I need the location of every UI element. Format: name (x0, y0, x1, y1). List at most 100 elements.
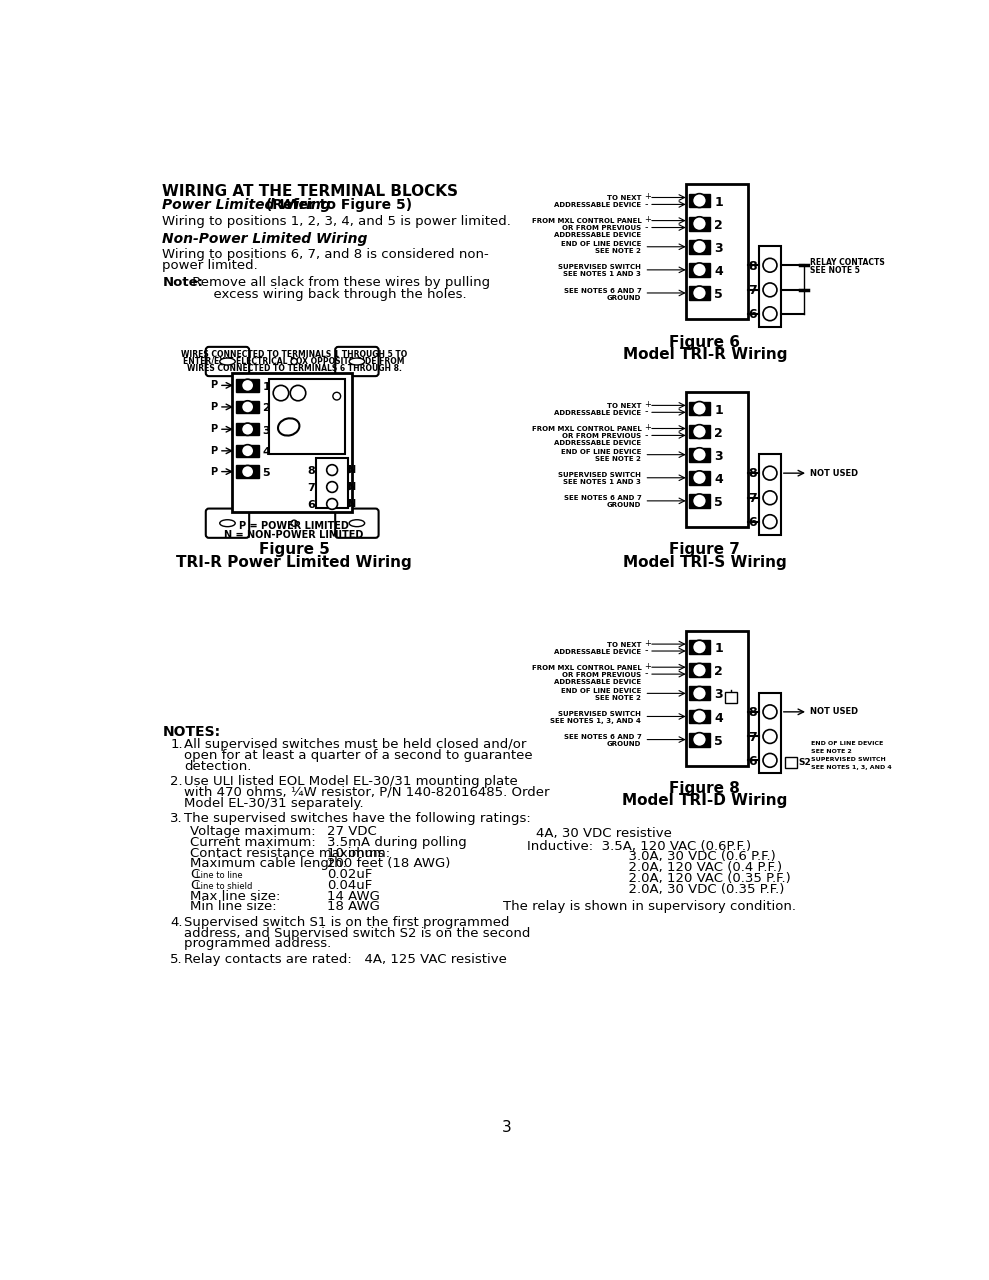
Bar (688, 686, 710, 700)
Circle shape (763, 283, 777, 297)
Text: SEE NOTE 2: SEE NOTE 2 (595, 695, 641, 701)
Text: SEE NOTES 6 AND 7: SEE NOTES 6 AND 7 (564, 495, 641, 502)
Text: ADDRESSABLE DEVICE: ADDRESSABLE DEVICE (554, 410, 641, 416)
Text: GROUND: GROUND (607, 741, 641, 748)
Text: 2.0A, 120 VAC (0.35 P.F.): 2.0A, 120 VAC (0.35 P.F.) (570, 872, 791, 884)
Text: 3.5mA during polling: 3.5mA during polling (327, 836, 467, 849)
Text: NOT USED: NOT USED (810, 468, 857, 477)
Text: 7: 7 (748, 284, 757, 297)
Text: 1.: 1. (170, 739, 183, 751)
Text: 8: 8 (748, 707, 757, 719)
Text: excess wiring back through the holes.: excess wiring back through the holes. (188, 288, 467, 301)
Text: -: - (645, 198, 648, 209)
Text: Non-Power Limited Wiring: Non-Power Limited Wiring (162, 232, 368, 246)
Text: Voltage maximum:: Voltage maximum: (190, 826, 315, 838)
Bar (236, 444, 259, 457)
Text: -: - (645, 221, 648, 232)
Text: Use ULI listed EOL Model EL-30/31 mounting plate: Use ULI listed EOL Model EL-30/31 mounti… (184, 774, 518, 788)
Text: WIRES CONNECTED TO TERMINALS 6 THROUGH 8.: WIRES CONNECTED TO TERMINALS 6 THROUGH 8… (187, 364, 402, 372)
Text: SEE NOTE 2: SEE NOTE 2 (595, 456, 641, 462)
Text: -: - (645, 645, 648, 655)
Text: 6: 6 (748, 308, 757, 321)
Circle shape (692, 425, 706, 439)
Circle shape (692, 448, 706, 462)
Text: 8: 8 (308, 466, 315, 476)
Text: SUPERVISED SWITCH: SUPERVISED SWITCH (559, 712, 641, 717)
Text: 0.04uF: 0.04uF (327, 879, 373, 892)
Text: C: C (190, 879, 200, 892)
Bar (688, 471, 710, 485)
Bar (688, 285, 710, 300)
Text: Figure 7: Figure 7 (670, 543, 741, 558)
Text: 1: 1 (714, 403, 723, 416)
Text: 1: 1 (714, 643, 723, 655)
Text: 27 VDC: 27 VDC (327, 826, 377, 838)
Text: 5: 5 (714, 735, 723, 748)
Text: SEE NOTE 2: SEE NOTE 2 (595, 248, 641, 255)
Text: The supervised switches have the following ratings:: The supervised switches have the followi… (184, 812, 531, 824)
Text: Max line size:: Max line size: (190, 890, 281, 902)
Bar (688, 193, 710, 207)
Text: 2: 2 (714, 426, 723, 439)
Text: -: - (645, 407, 648, 416)
Text: 3: 3 (714, 689, 723, 701)
Text: 1: 1 (262, 381, 270, 392)
Text: Model TRI-S Wiring: Model TRI-S Wiring (623, 554, 787, 570)
Text: 5: 5 (714, 495, 723, 509)
Text: NOTES:: NOTES: (162, 724, 221, 739)
Text: ADDRESSABLE DEVICE: ADDRESSABLE DEVICE (554, 440, 641, 445)
Text: ADDRESSABLE DEVICE: ADDRESSABLE DEVICE (554, 202, 641, 209)
Circle shape (692, 732, 706, 746)
Circle shape (291, 358, 298, 365)
Text: Model TRI-R Wiring: Model TRI-R Wiring (623, 347, 787, 362)
Bar (760, 454, 781, 535)
Text: 2.0A, 120 VAC (0.4 P.F.): 2.0A, 120 VAC (0.4 P.F.) (570, 861, 782, 874)
Text: ADDRESSABLE DEVICE: ADDRESSABLE DEVICE (554, 649, 641, 654)
Text: Contact resistance maximum:: Contact resistance maximum: (190, 846, 391, 860)
Text: TRI-R Power Limited Wiring: TRI-R Power Limited Wiring (176, 554, 412, 570)
Circle shape (692, 471, 706, 485)
Text: P: P (211, 402, 218, 412)
Text: Relay contacts are rated:   4A, 125 VAC resistive: Relay contacts are rated: 4A, 125 VAC re… (184, 952, 507, 966)
Text: detection.: detection. (184, 759, 251, 773)
Text: 3: 3 (714, 242, 723, 255)
Text: +: + (645, 424, 652, 433)
Circle shape (692, 239, 706, 253)
Text: N: N (347, 465, 356, 475)
Text: Current maximum:: Current maximum: (190, 836, 316, 849)
Text: 200 feet (18 AWG): 200 feet (18 AWG) (327, 858, 451, 870)
Text: N: N (347, 499, 356, 509)
Ellipse shape (220, 520, 235, 526)
Text: Remove all slack from these wires by pulling: Remove all slack from these wires by pul… (188, 276, 491, 289)
FancyBboxPatch shape (206, 347, 249, 376)
Text: Model EL-30/31 separately.: Model EL-30/31 separately. (184, 796, 364, 809)
Text: SUPERVISED SWITCH: SUPERVISED SWITCH (559, 265, 641, 270)
Circle shape (241, 401, 254, 413)
Text: TO NEXT: TO NEXT (607, 195, 641, 201)
Bar (688, 663, 710, 677)
Circle shape (692, 686, 706, 700)
Text: 3.: 3. (170, 812, 183, 824)
Bar (688, 494, 710, 508)
Ellipse shape (278, 419, 300, 435)
Text: P: P (211, 445, 218, 456)
Bar (688, 216, 710, 230)
Bar (688, 425, 710, 439)
FancyBboxPatch shape (206, 508, 249, 538)
Text: 3: 3 (262, 426, 270, 435)
Text: The relay is shown in supervisory condition.: The relay is shown in supervisory condit… (503, 900, 796, 913)
Bar (688, 640, 710, 654)
Text: Figure 8: Figure 8 (670, 781, 741, 796)
FancyBboxPatch shape (335, 347, 379, 376)
Bar (315, 458, 348, 508)
Text: 4A, 30 VDC resistive: 4A, 30 VDC resistive (536, 827, 673, 841)
Text: with 470 ohms, ¼W resistor, P/N 140-82016485. Order: with 470 ohms, ¼W resistor, P/N 140-8201… (184, 786, 550, 799)
Text: S2: S2 (799, 758, 811, 767)
Text: +: + (645, 401, 652, 410)
Bar (760, 246, 781, 326)
Text: GROUND: GROUND (607, 294, 641, 301)
Text: 5: 5 (262, 468, 270, 479)
Text: Line to shield: Line to shield (197, 882, 253, 891)
Circle shape (763, 754, 777, 767)
Text: 18 AWG: 18 AWG (327, 901, 381, 914)
